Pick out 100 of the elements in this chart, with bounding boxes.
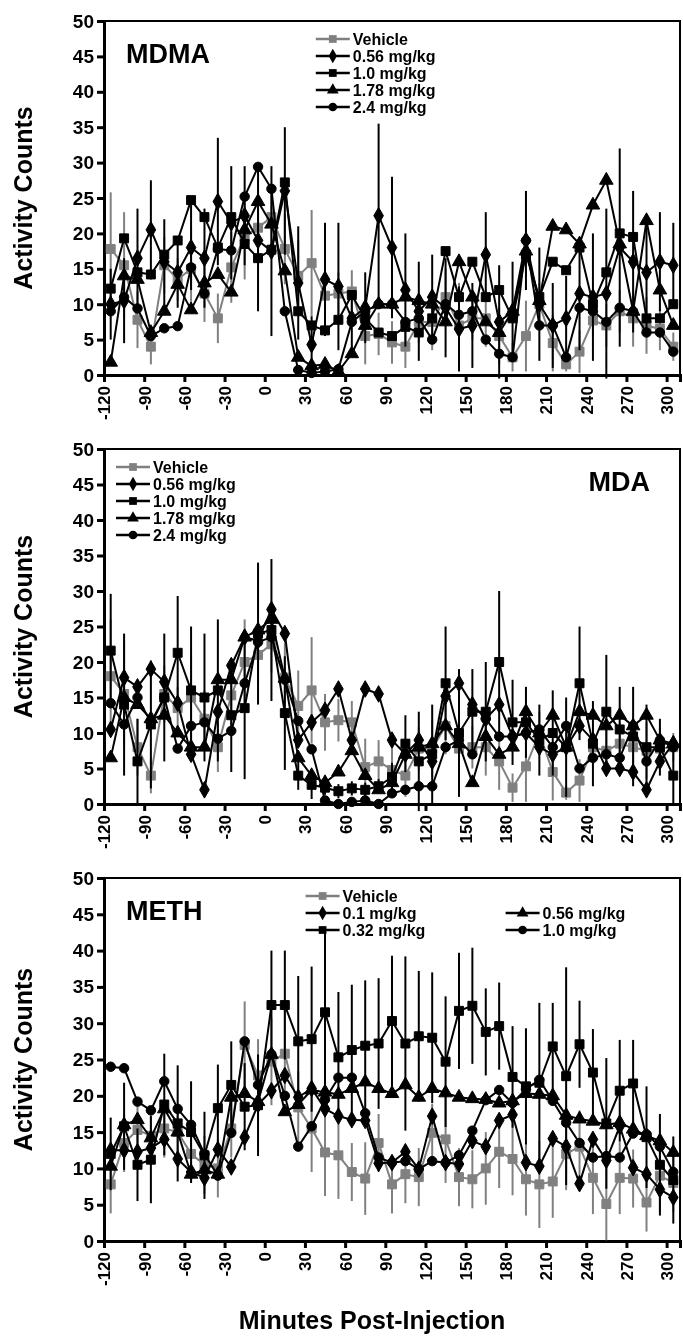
legend-label: 1.0 mg/kg <box>153 492 227 510</box>
legend-label: 1.0 mg/kg <box>542 921 617 939</box>
y-tick-label: 35 <box>72 976 95 998</box>
x-tick-label: 90 <box>376 1252 396 1271</box>
x-tick-label: -60 <box>175 815 195 840</box>
y-tick-label: 0 <box>83 793 94 815</box>
text: METH <box>126 896 203 926</box>
x-tick-label: 30 <box>296 386 316 405</box>
text: MDMA <box>126 39 210 69</box>
x-tick-label: -90 <box>135 1252 155 1277</box>
y-tick-label: 10 <box>72 722 94 744</box>
x-tick-label: 210 <box>537 386 557 415</box>
y-tick-label: 50 <box>72 10 94 32</box>
y-tick-label: 15 <box>72 258 95 280</box>
x-tick-label: -30 <box>216 386 236 411</box>
y-tick-label: 15 <box>72 687 95 709</box>
y-tick-label: 40 <box>72 509 94 531</box>
x-tick-label: 120 <box>416 1252 436 1281</box>
y-tick-label: 40 <box>72 940 94 962</box>
x-tick-label: 150 <box>457 1252 477 1281</box>
x-tick-label: -90 <box>135 815 155 840</box>
y-tick-label: 45 <box>72 903 95 925</box>
legend-label: 1.78 mg/kg <box>153 509 236 527</box>
x-tick-label: -30 <box>216 1252 236 1277</box>
x-tick-label: 240 <box>577 815 597 844</box>
x-tick-label: 30 <box>296 1252 316 1271</box>
y-tick-label: 20 <box>72 651 94 673</box>
x-axis-title: Minutes Post-Injection <box>238 1306 506 1334</box>
x-tick-label: 270 <box>617 386 637 415</box>
legend-label: 0.56 mg/kg <box>542 904 626 922</box>
y-tick-label: 35 <box>72 116 95 138</box>
x-tick-label: 30 <box>296 815 316 834</box>
x-tick-label: 150 <box>457 386 477 415</box>
y-tick-label: 45 <box>72 45 95 67</box>
legend-label: Vehicle <box>352 30 409 48</box>
y-tick-label: 45 <box>72 474 95 496</box>
y-tick-label: 30 <box>72 1012 94 1034</box>
y-tick-label: 50 <box>72 438 94 460</box>
x-tick-label: 270 <box>617 815 637 844</box>
y-tick-label: 50 <box>72 867 94 889</box>
y-axis-title: Activity Counts <box>9 967 37 1152</box>
x-tick-label: -30 <box>216 815 236 840</box>
x-tick-label: 60 <box>336 1252 356 1271</box>
legend-label: Vehicle <box>153 458 209 476</box>
y-tick-label: 20 <box>72 222 94 244</box>
y-axis-title: Activity Counts <box>9 534 37 719</box>
y-tick-label: 5 <box>83 1194 95 1216</box>
x-tick-label: 60 <box>336 815 356 834</box>
x-tick-label: 300 <box>658 386 678 415</box>
legend-label: 0.32 mg/kg <box>342 921 426 939</box>
x-tick-label: -90 <box>135 386 155 411</box>
legend-label: 1.78 mg/kg <box>352 81 436 99</box>
legend-label: 2.4 mg/kg <box>153 526 227 544</box>
x-tick-label: -60 <box>175 1252 195 1277</box>
legend-label: 0.1 mg/kg <box>342 904 417 922</box>
y-tick-label: 35 <box>72 545 95 567</box>
x-tick-label: 0 <box>256 386 276 396</box>
y-tick-label: 20 <box>72 1085 94 1107</box>
y-tick-label: 5 <box>83 758 95 780</box>
x-tick-label: 120 <box>416 815 436 844</box>
y-tick-label: 25 <box>72 187 95 209</box>
x-tick-label: -120 <box>95 815 115 850</box>
y-tick-label: 25 <box>72 1049 95 1071</box>
x-tick-label: 60 <box>336 386 356 405</box>
y-tick-label: 25 <box>72 616 95 638</box>
y-tick-label: 0 <box>83 364 94 386</box>
x-tick-label: 180 <box>497 815 517 844</box>
x-tick-label: 210 <box>537 1252 557 1281</box>
x-tick-label: 180 <box>497 386 517 415</box>
x-tick-label: 300 <box>658 1252 678 1281</box>
text: MDA <box>588 467 650 497</box>
x-tick-label: -120 <box>95 1252 115 1287</box>
x-tick-label: 180 <box>497 1252 517 1281</box>
y-tick-label: 10 <box>72 293 94 315</box>
x-tick-label: 270 <box>617 1252 637 1281</box>
x-tick-label: 210 <box>537 815 557 844</box>
y-tick-label: 5 <box>83 329 95 351</box>
legend-label: 0.56 mg/kg <box>352 47 436 65</box>
x-tick-label: 150 <box>457 815 477 844</box>
x-tick-label: -60 <box>175 386 195 411</box>
y-tick-label: 0 <box>83 1230 94 1252</box>
x-tick-label: 120 <box>416 386 436 415</box>
legend-label: Vehicle <box>342 887 398 905</box>
x-tick-label: 0 <box>256 1252 276 1262</box>
legend-label: 1.0 mg/kg <box>352 64 427 82</box>
y-tick-label: 15 <box>72 1121 95 1143</box>
y-tick-label: 30 <box>72 580 94 602</box>
legend-label: 0.56 mg/kg <box>153 475 236 493</box>
y-tick-label: 40 <box>72 81 94 103</box>
x-tick-label: 240 <box>577 1252 597 1281</box>
x-tick-label: 90 <box>376 815 396 834</box>
y-tick-label: 10 <box>72 1157 94 1179</box>
y-axis-title: Activity Counts <box>9 106 37 290</box>
x-tick-label: 240 <box>577 386 597 415</box>
x-tick-label: 0 <box>256 815 276 825</box>
y-tick-label: 30 <box>72 152 94 174</box>
x-tick-label: -120 <box>95 386 115 421</box>
x-tick-label: 300 <box>658 815 678 844</box>
x-tick-label: 90 <box>376 386 396 405</box>
legend-label: 2.4 mg/kg <box>352 98 427 116</box>
